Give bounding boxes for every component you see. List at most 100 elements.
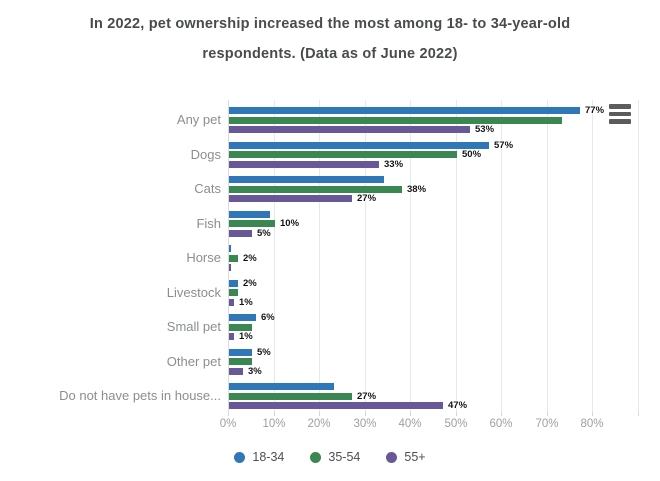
bar-55+-horse — [229, 264, 231, 271]
bar-55+-other-pet — [229, 367, 243, 375]
bar-55+-small-pet — [229, 333, 234, 340]
category-labels-column: Any pet Dogs Cats Fish Horse Livestock Small p… — [0, 100, 221, 412]
bar-18-34-small-pet — [229, 314, 256, 321]
legend-dot-icon — [310, 451, 322, 463]
bar-35-54-horse — [229, 254, 238, 262]
category-label: Livestock — [166, 284, 221, 300]
category-label: Fish — [196, 215, 221, 231]
x-axis-label: 10% — [262, 418, 286, 430]
hamburger-menu-line — [609, 104, 631, 109]
legend-item-18-34: 18-34 — [234, 450, 284, 464]
axis-tick-60 — [501, 412, 502, 416]
bar-value-label: 53% — [475, 124, 495, 135]
hamburger-menu-line — [609, 111, 631, 116]
chart-title: In 2022, pet ownership increased the mos… — [89, 16, 571, 62]
bar-18-34-do-not-have-pets-in-house- — [229, 383, 334, 390]
bar-18-34-any-pet — [229, 107, 580, 114]
x-axis-label: 60% — [489, 418, 513, 430]
axis-tick-90 — [638, 412, 639, 416]
bar-value-label: 5% — [257, 227, 271, 239]
legend-label: 18-34 — [252, 450, 285, 464]
x-axis-label: 70% — [535, 418, 559, 430]
bar-value-label: 77% — [585, 105, 605, 116]
legend-label: 35-54 — [328, 450, 361, 464]
legend-item-35-54: 35-54 — [310, 450, 360, 464]
bar-value-label: 33% — [384, 158, 404, 170]
category-label: Dogs — [190, 146, 221, 162]
gridline-20 — [319, 100, 320, 412]
chart-legend: 18-34 35-54 55+ — [0, 450, 660, 464]
bar-value-label: 1% — [239, 331, 253, 342]
category-label: Any pet — [176, 112, 221, 127]
category-label: Other pet — [166, 353, 221, 369]
gridline-80 — [592, 100, 593, 412]
bar-35-54-cats — [229, 185, 402, 193]
bar-35-54-fish — [229, 220, 275, 227]
category-label: Horse — [186, 250, 221, 265]
axis-tick-40 — [410, 412, 411, 416]
category-label: Cats — [194, 181, 221, 196]
legend-dot-icon — [234, 451, 246, 463]
bar-value-label: 27% — [357, 193, 377, 204]
x-axis-label: 30% — [353, 418, 377, 430]
bar-value-label: 27% — [357, 390, 377, 402]
legend-dot-icon — [386, 451, 398, 463]
bar-value-label: 50% — [462, 149, 482, 160]
axis-tick-0 — [228, 412, 229, 416]
axis-tick-50 — [456, 412, 457, 416]
bar-value-label: 57% — [494, 139, 514, 151]
bar-value-label: 2% — [243, 252, 257, 264]
bar-18-34-livestock — [229, 279, 238, 287]
bar-18-34-fish — [229, 210, 270, 218]
bar-18-34-other-pet — [229, 348, 252, 356]
gridline-10 — [274, 100, 275, 412]
bar-18-34-cats — [229, 176, 384, 183]
bar-value-label: 2% — [243, 277, 257, 289]
bar-value-label: 47% — [448, 400, 468, 411]
axis-tick-10 — [274, 412, 275, 416]
axis-tick-30 — [365, 412, 366, 416]
category-label: Do not have pets in house... — [59, 388, 221, 403]
x-axis-label: 50% — [444, 418, 468, 430]
x-axis-label: 0% — [219, 418, 237, 430]
bar-18-34-horse — [229, 245, 231, 252]
hamburger-menu-icon[interactable] — [609, 104, 631, 124]
axis-tick-20 — [319, 412, 320, 416]
bar-35-54-dogs — [229, 151, 457, 158]
bar-value-label: 5% — [257, 346, 271, 358]
bar-35-54-any-pet — [229, 116, 562, 124]
bar-value-label: 6% — [261, 312, 275, 323]
bar-55+-dogs — [229, 160, 379, 168]
gridline-0 — [228, 100, 229, 412]
gridline-90 — [638, 100, 639, 412]
bar-55+-cats — [229, 195, 352, 202]
x-axis-label: 40% — [398, 418, 422, 430]
bar-chart-plot: 77% 53% 57% 50% 33% 38% 27% 10% 5% 2% 2% 1% 6% 1% 5% 3%… — [228, 100, 639, 416]
x-axis-label: 20% — [307, 418, 331, 430]
gridline-50 — [456, 100, 457, 412]
hamburger-menu-line — [609, 119, 631, 124]
x-axis-label: 80% — [580, 418, 604, 430]
bar-value-label: 1% — [239, 296, 253, 308]
bar-value-label: 3% — [248, 365, 262, 377]
bar-55+-do-not-have-pets-in-house- — [229, 402, 443, 409]
category-label: Small pet — [166, 319, 221, 334]
gridline-60 — [501, 100, 502, 412]
bar-35-54-livestock — [229, 289, 238, 296]
axis-tick-70 — [547, 412, 548, 416]
bar-55+-any-pet — [229, 126, 470, 133]
gridline-30 — [365, 100, 366, 412]
bar-55+-fish — [229, 229, 252, 237]
x-axis-labels: 0% 10% 20% 30% 40% 50% 60% 70% 80% — [220, 418, 639, 434]
axis-tick-80 — [592, 412, 593, 416]
gridline-40 — [410, 100, 411, 412]
bar-value-label: 10% — [280, 218, 300, 229]
legend-label: 55+ — [404, 450, 426, 464]
bar-55+-livestock — [229, 298, 234, 306]
legend-item-55-: 55+ — [386, 450, 426, 464]
bar-35-54-other-pet — [229, 358, 252, 365]
bar-value-label: 38% — [407, 183, 427, 195]
gridline-70 — [547, 100, 548, 412]
bar-18-34-dogs — [229, 141, 489, 149]
